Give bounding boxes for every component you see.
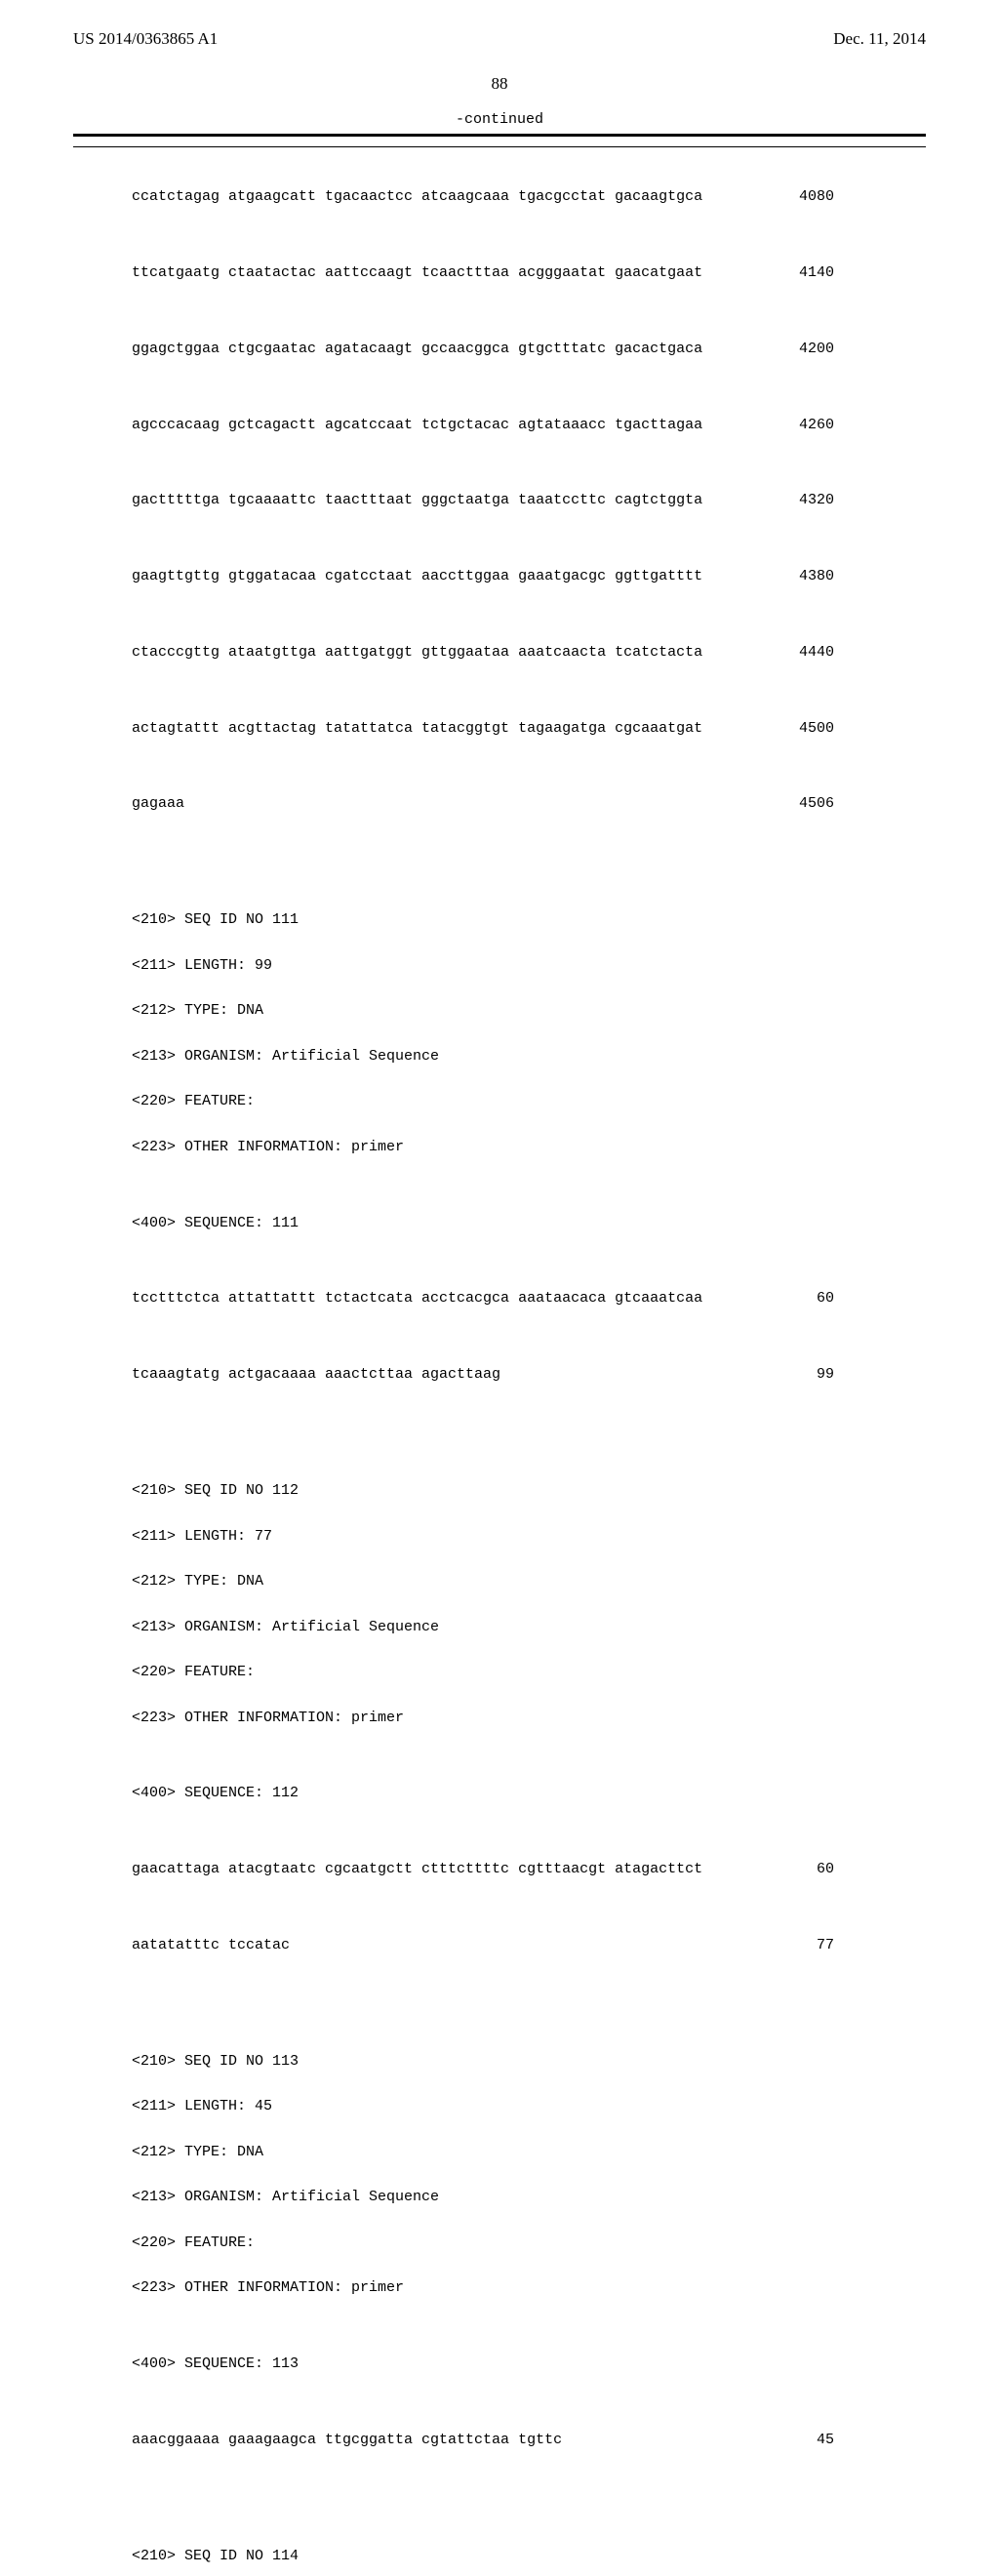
meta-line: <212> TYPE: DNA	[132, 2141, 926, 2163]
seq-line: gaagttgttg gtggatacaa cgatcctaat aaccttg…	[132, 565, 834, 587]
seq-line: ctacccgttg ataatgttga aattgatggt gttggaa…	[132, 641, 834, 664]
seq-line: ttcatgaatg ctaatactac aattccaagt tcaactt…	[132, 262, 834, 284]
meta-line: <223> OTHER INFORMATION: primer	[132, 1707, 926, 1729]
pub-number: US 2014/0363865 A1	[73, 29, 218, 49]
sequence-label: <400> SEQUENCE: 112	[132, 1782, 926, 1804]
seq-line: tcaaagtatg actgacaaaa aaactcttaa agactta…	[132, 1363, 834, 1386]
meta-line: <213> ORGANISM: Artificial Sequence	[132, 1045, 926, 1067]
seq-line: actagtattt acgttactag tatattatca tatacgg…	[132, 717, 834, 740]
meta-line: <220> FEATURE:	[132, 1090, 926, 1112]
seq-line: gactttttga tgcaaaattc taactttaat gggctaa…	[132, 489, 834, 511]
meta-line: <223> OTHER INFORMATION: primer	[132, 2276, 926, 2299]
sequence-label: <400> SEQUENCE: 111	[132, 1212, 926, 1234]
seq-line: gagaaa4506	[132, 792, 834, 815]
meta-line: <210> SEQ ID NO 111	[132, 908, 926, 931]
header-row: US 2014/0363865 A1 Dec. 11, 2014	[73, 29, 926, 49]
page-container: US 2014/0363865 A1 Dec. 11, 2014 88 -con…	[0, 0, 999, 2576]
meta-line: <210> SEQ ID NO 113	[132, 2050, 926, 2073]
continued-label: -continued	[73, 111, 926, 128]
meta-line: <211> LENGTH: 45	[132, 2095, 926, 2117]
meta-line: <213> ORGANISM: Artificial Sequence	[132, 2186, 926, 2208]
seq-line: aatatatttc tccatac77	[132, 1934, 834, 1956]
meta-line: <220> FEATURE:	[132, 2232, 926, 2254]
seq-line: ccatctagag atgaagcatt tgacaactcc atcaagc…	[132, 185, 834, 208]
meta-line: <210> SEQ ID NO 114	[132, 2545, 926, 2567]
rule-top-thin	[73, 146, 926, 147]
meta-line: <211> LENGTH: 77	[132, 1525, 926, 1548]
meta-line: <213> ORGANISM: Artificial Sequence	[132, 1616, 926, 1638]
seq-line: gaacattaga atacgtaatc cgcaatgctt ctttctt…	[132, 1858, 834, 1880]
meta-line: <212> TYPE: DNA	[132, 1570, 926, 1592]
meta-line: <210> SEQ ID NO 112	[132, 1479, 926, 1502]
sequence-block: ccatctagag atgaagcatt tgacaactcc atcaagc…	[132, 163, 926, 2576]
seq-line: aaacggaaaa gaaagaagca ttgcggatta cgtattc…	[132, 2429, 834, 2451]
seq-line: ggagctggaa ctgcgaatac agatacaagt gccaacg…	[132, 338, 834, 360]
page-number: 88	[73, 74, 926, 94]
pub-date: Dec. 11, 2014	[833, 29, 926, 49]
seq-line: agcccacaag gctcagactt agcatccaat tctgcta…	[132, 414, 834, 436]
rule-top-thick	[73, 134, 926, 137]
meta-line: <220> FEATURE:	[132, 1661, 926, 1683]
meta-line: <223> OTHER INFORMATION: primer	[132, 1136, 926, 1158]
meta-line: <212> TYPE: DNA	[132, 999, 926, 1022]
meta-line: <211> LENGTH: 99	[132, 954, 926, 977]
seq-line: tcctttctca attattattt tctactcata acctcac…	[132, 1287, 834, 1309]
sequence-label: <400> SEQUENCE: 113	[132, 2353, 926, 2375]
